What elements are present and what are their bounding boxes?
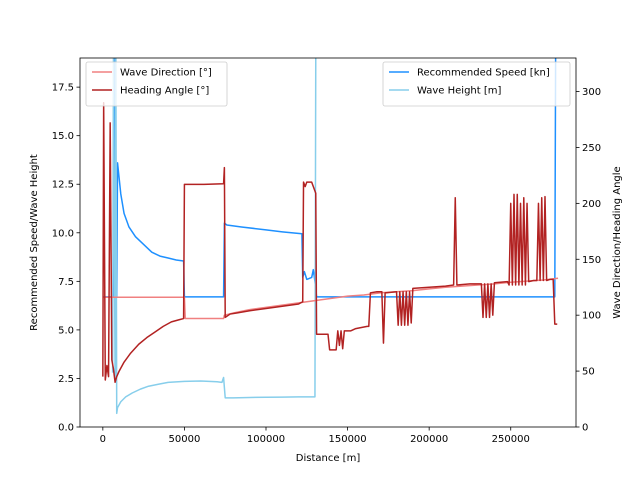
plot-frame bbox=[79, 57, 577, 428]
x-tick-label: 200000 bbox=[410, 434, 448, 445]
legend-box-left bbox=[85, 61, 228, 107]
legend-label: Heading Angle [°] bbox=[120, 86, 209, 97]
axes-layer: 0 50000 100000 150000 200000 250000 0.0 2.5 5.0 7… bbox=[29, 57, 623, 464]
y-right-tick-label: 100 bbox=[582, 311, 601, 322]
legend-box-right bbox=[382, 61, 571, 107]
y-left-tick-label: 7.5 bbox=[58, 277, 74, 288]
x-tick-label: 0 bbox=[100, 434, 106, 445]
legend-label: Recommended Speed [kn] bbox=[417, 68, 550, 79]
y-right-tick-label: 300 bbox=[582, 87, 601, 98]
y-left-tick-label: 15.0 bbox=[52, 131, 74, 142]
series-line-recommended-speed bbox=[102, 58, 557, 298]
x-axis-label: Distance [m] bbox=[296, 453, 361, 464]
y-right-tick-label: 0 bbox=[582, 423, 588, 434]
legend-label: Wave Direction [°] bbox=[120, 68, 212, 79]
y-left-tick-label: 2.5 bbox=[58, 374, 74, 385]
y-right-tick-label: 250 bbox=[582, 143, 601, 154]
legend-layer: Wave Direction [°] Heading Angle [°] Recom… bbox=[85, 61, 571, 107]
series-line-heading-angle bbox=[102, 101, 558, 384]
series-layer bbox=[102, 58, 559, 415]
y-right-axis-label: Wave Direction/Heading Angle bbox=[612, 166, 623, 318]
x-tick-label: 250000 bbox=[492, 434, 530, 445]
x-tick-label: 100000 bbox=[247, 434, 285, 445]
y-left-axis-label: Recommended Speed/Wave Height bbox=[29, 154, 40, 331]
series-group bbox=[102, 58, 559, 415]
x-tick-label: 150000 bbox=[328, 434, 366, 445]
y-left-tick-label: 17.5 bbox=[52, 83, 74, 94]
y-left-tick-label: 0.0 bbox=[58, 423, 74, 434]
y-right-tick-label: 150 bbox=[582, 255, 601, 266]
y-left-tick-label: 12.5 bbox=[52, 180, 74, 191]
y-left-tick-label: 5.0 bbox=[58, 325, 74, 336]
x-tick-label: 50000 bbox=[169, 434, 201, 445]
y-right-tick-label: 50 bbox=[582, 367, 595, 378]
legend-label: Wave Height [m] bbox=[417, 86, 502, 97]
series-line-wave-height bbox=[111, 58, 317, 415]
y-left-tick-label: 10.0 bbox=[52, 228, 74, 239]
y-right-tick-label: 200 bbox=[582, 199, 601, 210]
